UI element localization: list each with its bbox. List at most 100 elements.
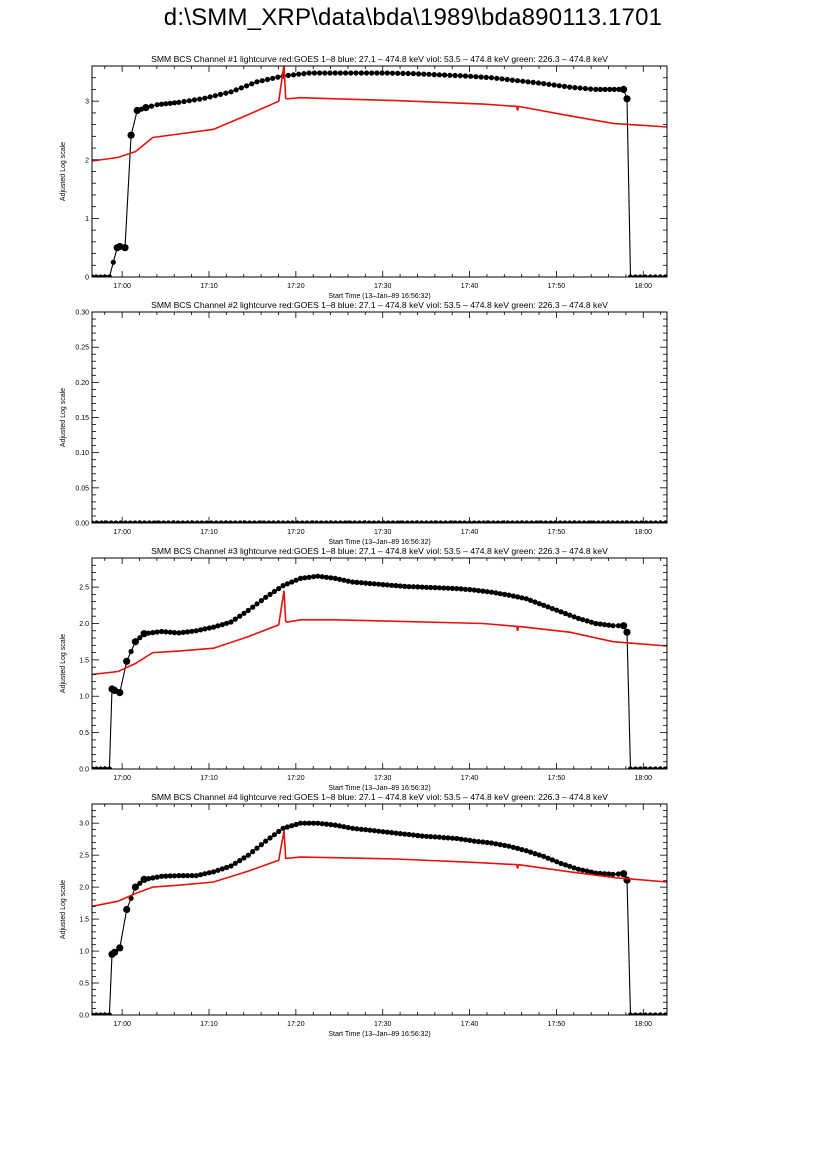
bcs-point xyxy=(150,875,156,881)
bcs-point xyxy=(549,857,555,863)
bcs-point xyxy=(261,520,267,523)
bcs-point xyxy=(241,610,247,616)
chart-panel-2: SMM BCS Channel #2 lightcurve red:GOES 1… xyxy=(60,300,668,546)
bcs-point xyxy=(571,614,577,620)
chart-title: SMM BCS Channel #2 lightcurve red:GOES 1… xyxy=(151,300,608,310)
bcs-point xyxy=(415,584,421,590)
bcs-point xyxy=(428,520,434,523)
bcs-point xyxy=(510,593,516,599)
bcs-point xyxy=(366,520,372,523)
bcs-point xyxy=(363,580,369,586)
bcs-point xyxy=(632,1012,639,1015)
bcs-point xyxy=(98,1012,104,1015)
bcs-point xyxy=(163,873,169,879)
x-tick-label: 17:50 xyxy=(548,1021,566,1028)
bcs-point xyxy=(367,827,373,833)
x-tick-label: 17:20 xyxy=(287,283,305,290)
bcs-marker xyxy=(131,883,139,891)
bcs-point xyxy=(588,619,595,625)
bcs-point xyxy=(293,577,299,583)
bcs-point xyxy=(577,85,583,91)
bcs-point xyxy=(376,581,382,587)
bcs-point xyxy=(632,766,639,769)
bcs-point xyxy=(627,766,634,769)
y-tick-label: 0.25 xyxy=(75,345,89,352)
bcs-marker xyxy=(116,689,124,697)
bcs-point xyxy=(341,824,347,830)
bcs-point xyxy=(167,873,173,879)
bcs-point xyxy=(441,835,447,841)
bcs-point xyxy=(483,74,489,80)
bcs-point xyxy=(462,586,469,592)
bcs-point xyxy=(562,862,569,868)
bcs-point xyxy=(384,582,390,588)
bcs-point xyxy=(227,520,234,523)
bcs-point xyxy=(175,520,181,523)
bcs-point xyxy=(528,849,534,855)
bcs-point xyxy=(354,579,360,586)
bcs-point xyxy=(280,583,286,589)
bcs-point xyxy=(128,648,134,655)
bcs-point xyxy=(471,838,477,844)
bcs-point xyxy=(369,70,375,76)
bcs-point xyxy=(137,635,143,641)
y-axis-label: Adjusted Log scale xyxy=(60,880,67,939)
bcs-point xyxy=(597,621,603,627)
series-goes xyxy=(92,66,667,162)
x-tick-label: 18:00 xyxy=(635,283,653,290)
bcs-point xyxy=(662,274,667,277)
bcs-point xyxy=(371,581,377,587)
bcs-point xyxy=(653,520,659,523)
y-tick-label: 2.0 xyxy=(79,885,89,892)
bcs-point xyxy=(406,584,412,590)
bcs-point xyxy=(171,630,178,636)
bcs-point xyxy=(337,70,343,76)
y-tick-label: 0.20 xyxy=(75,380,89,387)
bcs-point xyxy=(259,78,265,84)
bcs-point xyxy=(643,520,649,523)
y-tick-label: 0.30 xyxy=(75,310,89,317)
bcs-point xyxy=(384,829,390,835)
bcs-point xyxy=(198,872,204,878)
bcs-point xyxy=(432,585,438,591)
y-tick-label: 0.0 xyxy=(79,767,89,774)
chart-title: SMM BCS Channel #1 lightcurve red:GOES 1… xyxy=(151,54,608,64)
bcs-point xyxy=(356,520,363,523)
bcs-point xyxy=(318,520,324,523)
bcs-point xyxy=(428,584,434,591)
bcs-point xyxy=(128,895,134,901)
bcs-point xyxy=(402,583,408,590)
y-axis-label: Adjusted Log scale xyxy=(60,388,67,447)
bcs-point xyxy=(289,579,295,585)
bcs-point xyxy=(505,520,511,523)
bcs-point xyxy=(270,75,276,81)
series-bcs xyxy=(92,70,667,277)
bcs-point xyxy=(561,83,568,89)
bcs-point xyxy=(548,520,554,523)
bcs-point xyxy=(423,584,429,590)
bcs-point xyxy=(462,520,468,523)
bcs-point xyxy=(488,840,495,846)
bcs-point xyxy=(524,520,530,523)
bcs-point xyxy=(642,274,648,277)
goes-line xyxy=(92,830,667,908)
bcs-point xyxy=(156,520,162,523)
bcs-point xyxy=(315,820,321,826)
bcs-point xyxy=(354,826,360,832)
bcs-point xyxy=(241,855,247,861)
bcs-point xyxy=(180,873,186,879)
bcs-point xyxy=(304,520,310,523)
bcs-point xyxy=(436,72,442,78)
bcs-point xyxy=(251,520,257,523)
bcs-marker xyxy=(140,630,148,638)
bcs-marker xyxy=(127,131,135,139)
bcs-point xyxy=(397,583,403,589)
bcs-point xyxy=(146,520,152,523)
bcs-point xyxy=(449,835,456,841)
bcs-point xyxy=(627,1012,634,1015)
bcs-point xyxy=(132,520,138,523)
bcs-point xyxy=(538,520,544,523)
bcs-point xyxy=(637,1012,643,1015)
bcs-point xyxy=(176,99,182,105)
